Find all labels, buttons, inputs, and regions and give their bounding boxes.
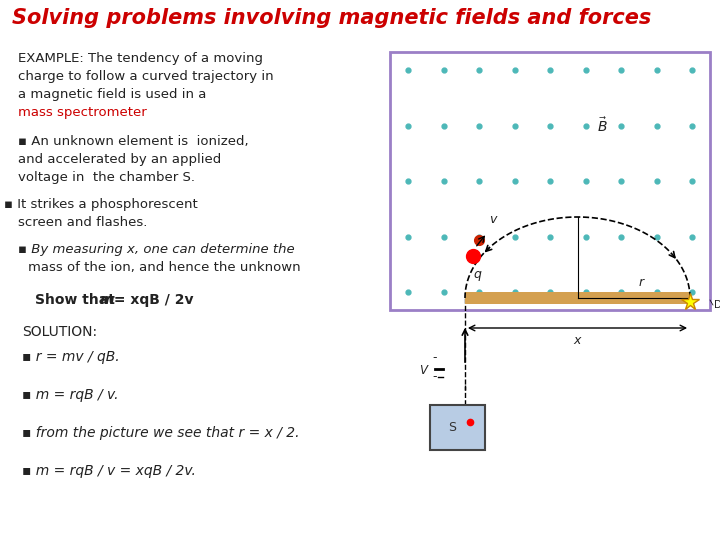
Text: m: m [100, 293, 114, 307]
Text: ▪ It strikes a phosphorescent: ▪ It strikes a phosphorescent [4, 198, 198, 211]
Text: Solving problems involving magnetic fields and forces: Solving problems involving magnetic fiel… [12, 8, 652, 28]
Text: charge to follow a curved trajectory in: charge to follow a curved trajectory in [18, 70, 274, 83]
Text: mass spectrometer: mass spectrometer [18, 106, 147, 119]
Text: $\vec{B}$: $\vec{B}$ [597, 117, 608, 135]
Text: a magnetic field is used in a: a magnetic field is used in a [18, 88, 207, 101]
Text: = xqB / 2v: = xqB / 2v [109, 293, 194, 307]
Text: ▪ m = rqB / v.: ▪ m = rqB / v. [22, 388, 119, 402]
Text: voltage in  the chamber S.: voltage in the chamber S. [18, 171, 195, 184]
Text: ▪ m = rqB / v = xqB / 2v.: ▪ m = rqB / v = xqB / 2v. [22, 464, 196, 478]
Text: ▪ By measuring x, one can determine the: ▪ By measuring x, one can determine the [18, 243, 294, 256]
Text: ▪ from the picture we see that r = x / 2.: ▪ from the picture we see that r = x / 2… [22, 426, 300, 440]
Text: S: S [449, 421, 456, 434]
Text: EXAMPLE: The tendency of a moving: EXAMPLE: The tendency of a moving [18, 52, 263, 65]
Text: SOLUTION:: SOLUTION: [22, 325, 97, 339]
Text: mass of the ion, and hence the unknown: mass of the ion, and hence the unknown [28, 261, 301, 274]
Bar [465, 292, 690, 304]
Text: ▪ An unknown element is  ionized,: ▪ An unknown element is ionized, [18, 135, 248, 148]
Text: Show that: Show that [35, 293, 120, 307]
Text: q: q [473, 268, 481, 281]
Bar [390, 52, 710, 310]
Bar [430, 405, 485, 450]
Text: x: x [574, 334, 581, 347]
Text: and accelerated by an applied: and accelerated by an applied [18, 153, 221, 166]
Text: ▪ r = mv / qB.: ▪ r = mv / qB. [22, 350, 120, 364]
Text: -: - [433, 370, 437, 383]
Text: v: v [489, 213, 496, 226]
Text: screen and flashes.: screen and flashes. [18, 216, 148, 229]
Text: Detector: Detector [714, 300, 720, 310]
Text: V: V [419, 363, 427, 376]
Text: r: r [639, 276, 644, 289]
Text: -: - [433, 351, 437, 364]
